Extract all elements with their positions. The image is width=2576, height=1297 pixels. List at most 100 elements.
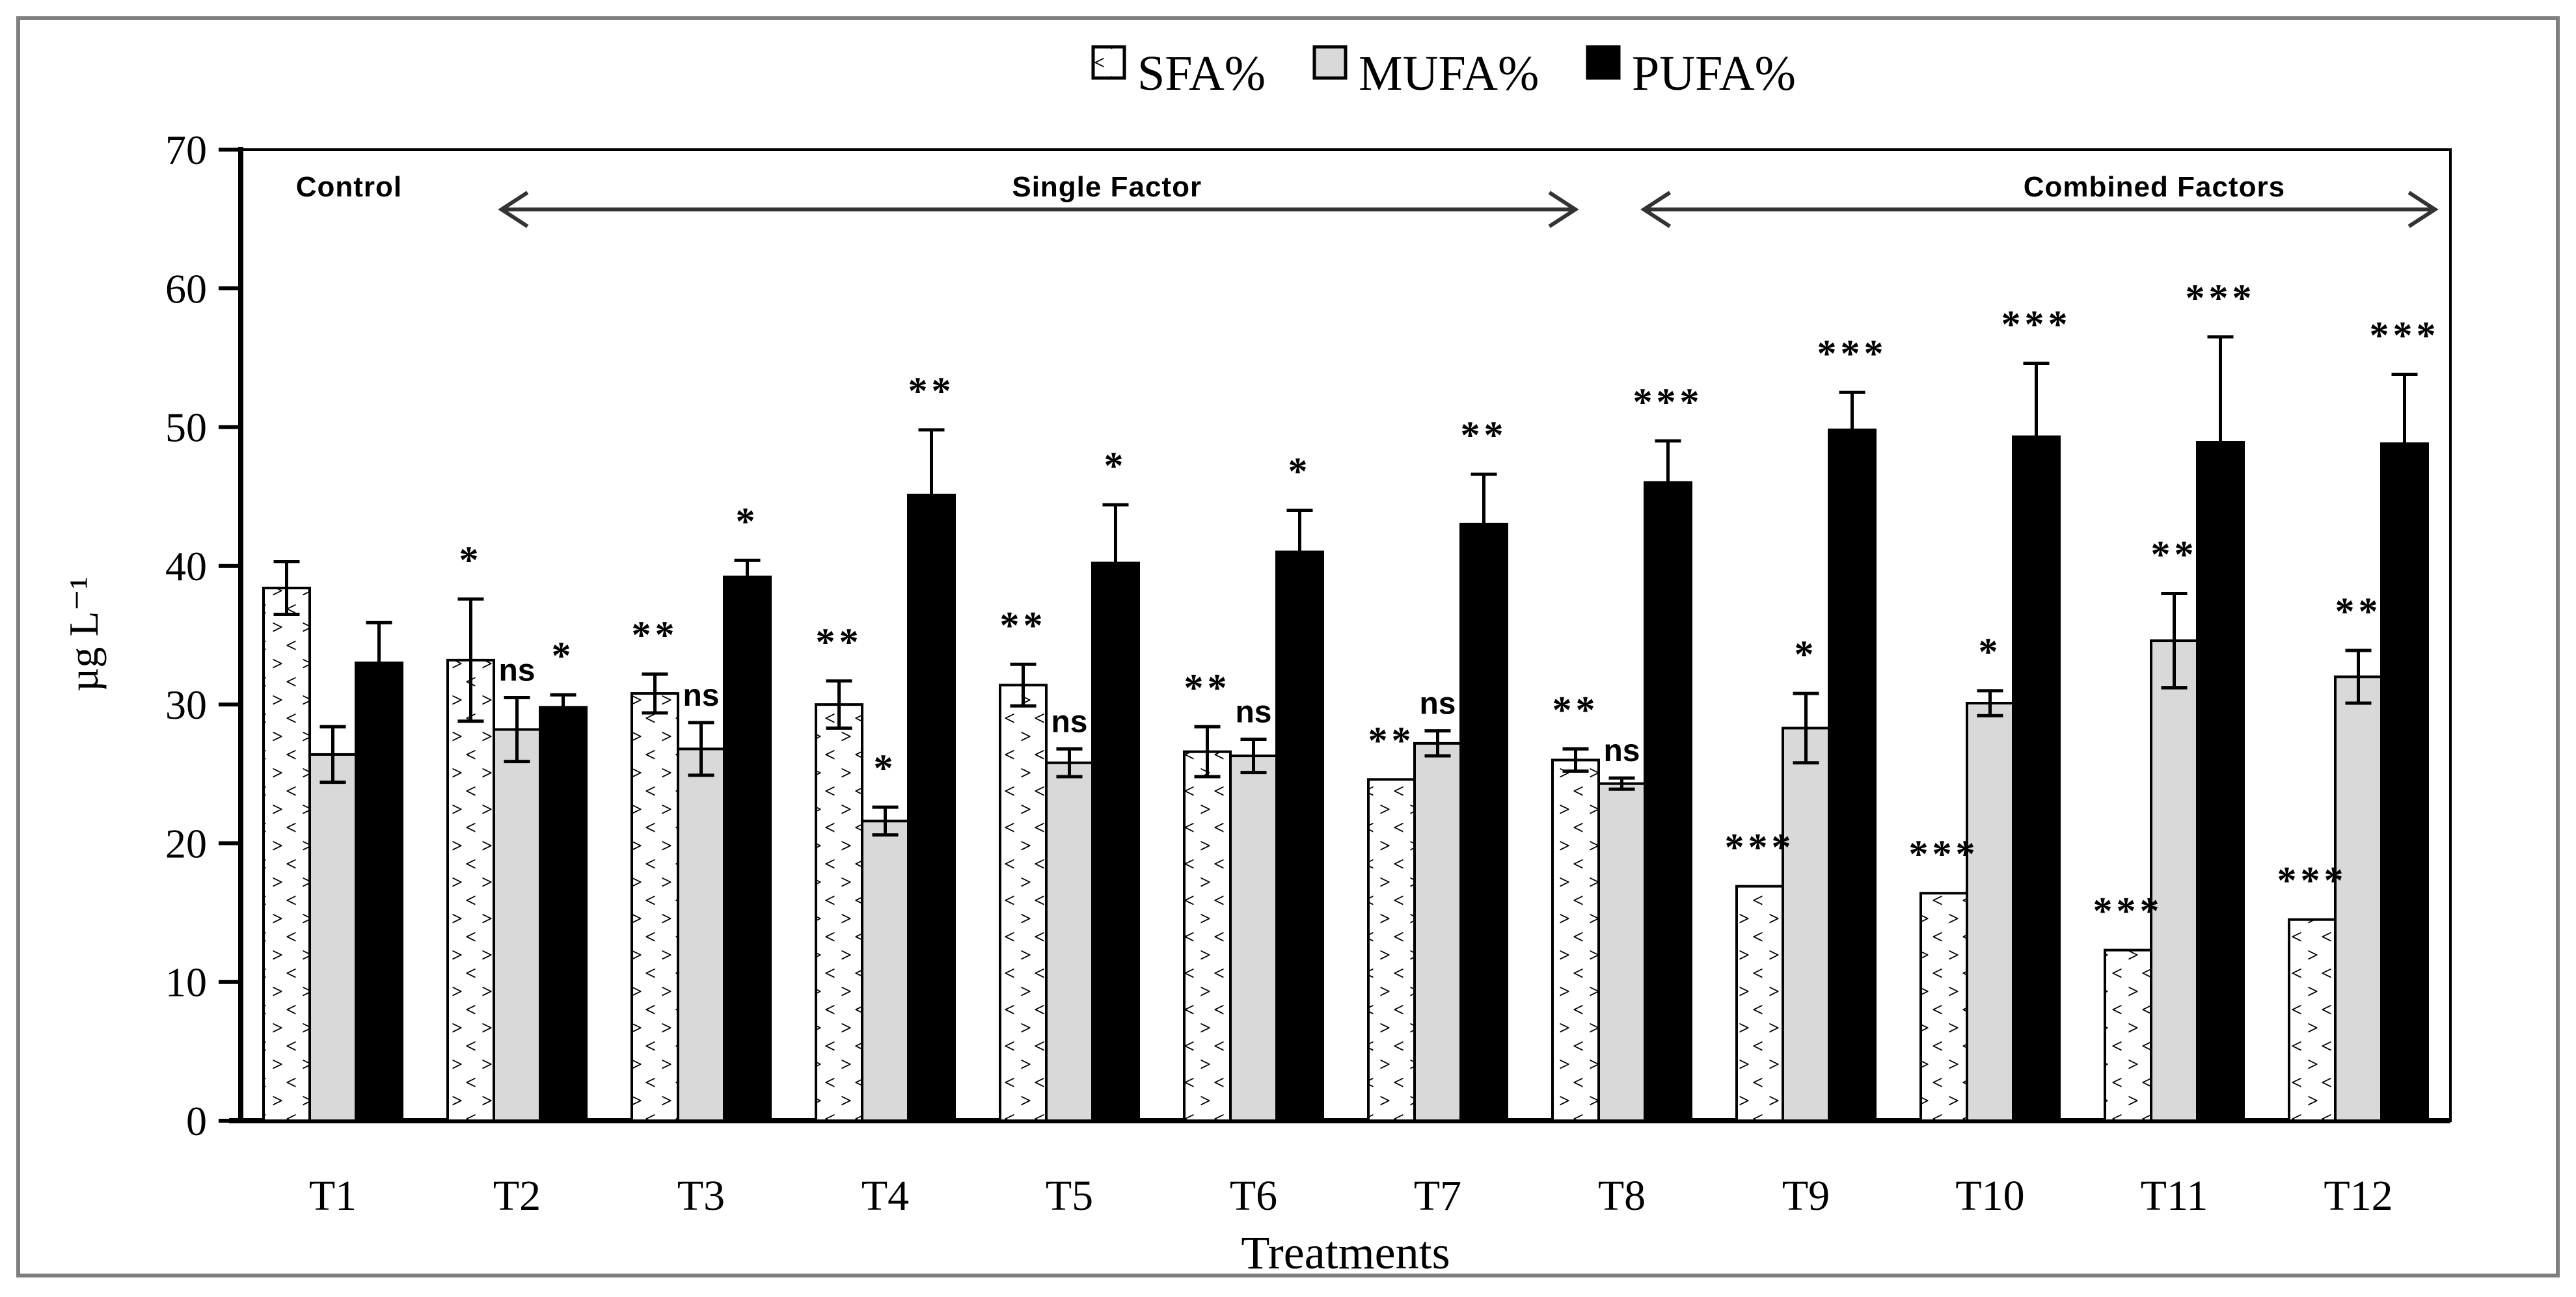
x-axis-title: Treatments bbox=[1241, 1227, 1450, 1279]
bar-pufa-T12 bbox=[2380, 442, 2429, 1122]
bar-sfa-T3 bbox=[630, 692, 679, 1122]
category-label: T11 bbox=[2141, 1172, 2208, 1220]
y-tick-label: 0 bbox=[186, 1098, 207, 1144]
bar-pufa-T3 bbox=[723, 575, 772, 1122]
annotation-single-factor-label: Single Factor bbox=[1012, 171, 1202, 203]
bar-pufa-T5 bbox=[1091, 561, 1140, 1122]
category-label: T7 bbox=[1414, 1172, 1461, 1220]
sig-marker-stars: *** bbox=[2186, 276, 2256, 319]
bar-pufa-T9 bbox=[1828, 428, 1877, 1122]
bar-pufa-T1 bbox=[355, 662, 403, 1122]
sig-marker-stars: ** bbox=[816, 621, 863, 663]
error-bars-layer bbox=[273, 335, 2418, 837]
legend-label-mufa: MUFA% bbox=[1359, 46, 1539, 101]
y-tick-label: 30 bbox=[165, 682, 207, 728]
bar-mufa-T5 bbox=[1045, 761, 1094, 1123]
y-tick-label: 60 bbox=[165, 265, 207, 312]
y-tick-label: 50 bbox=[165, 405, 207, 451]
single-factor-arrow-left-head bbox=[498, 191, 529, 228]
y-axis-title: µg L⁻¹ bbox=[61, 577, 107, 692]
annotation-combined-factors-label: Combined Factors bbox=[2024, 171, 2285, 203]
sig-marker-stars: * bbox=[1979, 630, 2002, 673]
bar-pufa-T2 bbox=[539, 706, 588, 1122]
sig-marker-stars: *** bbox=[2093, 890, 2163, 933]
bar-sfa-T10 bbox=[1919, 892, 1968, 1122]
significance-markers-layer: *ns * **ns********ns***ns***ns****ns******… bbox=[459, 276, 2440, 933]
sig-marker-stars: *** bbox=[1725, 826, 1795, 869]
category-label: T3 bbox=[677, 1172, 725, 1220]
legend-label-pufa: PUFA% bbox=[1632, 46, 1796, 101]
bar-sfa-T2 bbox=[446, 658, 495, 1122]
legend-swatch-pufa bbox=[1586, 45, 1621, 80]
bar-pufa-T4 bbox=[907, 494, 956, 1122]
sig-marker-stars: * bbox=[1288, 450, 1312, 493]
bars-layer bbox=[262, 428, 2429, 1123]
sig-marker-stars: *** bbox=[2277, 859, 2348, 902]
bar-pufa-T7 bbox=[1459, 522, 1508, 1122]
sig-marker-stars: *** bbox=[1633, 381, 1703, 423]
category-label: T4 bbox=[861, 1172, 909, 1220]
sig-marker-stars: * bbox=[1104, 444, 1128, 487]
bar-mufa-T12 bbox=[2334, 675, 2383, 1122]
bar-sfa-T4 bbox=[815, 703, 863, 1122]
bar-sfa-T5 bbox=[999, 684, 1048, 1122]
sig-marker-stars: ** bbox=[908, 369, 955, 412]
sig-marker-stars: *** bbox=[1909, 833, 1979, 876]
sig-marker-ns: ns bbox=[1419, 687, 1456, 721]
sig-marker-stars: * bbox=[874, 747, 897, 790]
sig-marker-stars: ** bbox=[1000, 604, 1047, 647]
category-label: T9 bbox=[1782, 1172, 1830, 1220]
bar-pufa-T6 bbox=[1275, 550, 1324, 1122]
sig-marker-stars: ** bbox=[1552, 688, 1599, 731]
sig-marker-ns: ns bbox=[1235, 695, 1271, 729]
bar-mufa-T1 bbox=[308, 753, 357, 1122]
bar-sfa-T12 bbox=[2288, 918, 2337, 1122]
sig-marker-stars: *** bbox=[1817, 332, 1888, 375]
y-tick-label: 40 bbox=[165, 543, 207, 589]
sig-marker-stars: * bbox=[552, 634, 575, 677]
bar-mufa-T2 bbox=[493, 728, 541, 1122]
bar-mufa-T7 bbox=[1413, 742, 1462, 1123]
bar-mufa-T11 bbox=[2150, 639, 2199, 1122]
bar-sfa-T8 bbox=[1551, 758, 1600, 1122]
sig-marker-stars: *** bbox=[2370, 314, 2440, 357]
bar-mufa-T10 bbox=[1966, 702, 2014, 1122]
bar-mufa-T3 bbox=[677, 747, 725, 1122]
category-label: T5 bbox=[1046, 1172, 1093, 1220]
bar-pufa-T8 bbox=[1644, 481, 1692, 1122]
sig-marker-stars: ** bbox=[2335, 590, 2382, 633]
legend-swatch-mufa bbox=[1312, 45, 1348, 80]
group-annotations-layer bbox=[498, 191, 2439, 228]
single-factor-arrow-right-head bbox=[1548, 191, 1579, 228]
plot-frame bbox=[229, 147, 2452, 1123]
category-label: T10 bbox=[1955, 1172, 2024, 1220]
sig-marker-stars: * bbox=[736, 500, 759, 542]
legend-label-sfa: SFA% bbox=[1137, 46, 1266, 101]
sig-marker-ns: ns bbox=[498, 653, 535, 688]
bar-mufa-T6 bbox=[1229, 755, 1278, 1122]
bar-sfa-T9 bbox=[1735, 885, 1784, 1122]
y-tick-label: 70 bbox=[165, 127, 207, 173]
legend: SFA% MUFA% PUFA% bbox=[1091, 45, 1796, 101]
sig-marker-stars: ** bbox=[1461, 414, 1508, 457]
category-label: T8 bbox=[1598, 1172, 1646, 1220]
y-ticks-layer: 0 10 20 30 40 50 60 70 bbox=[165, 127, 241, 1144]
sig-marker-stars: ** bbox=[1184, 666, 1231, 709]
legend-swatch-sfa bbox=[1091, 45, 1126, 80]
combined-factors-arrow-right-head bbox=[2407, 191, 2439, 228]
sig-marker-stars: * bbox=[459, 539, 483, 582]
bar-mufa-T4 bbox=[861, 820, 910, 1122]
bar-sfa-T6 bbox=[1183, 750, 1232, 1123]
sig-marker-stars: * bbox=[1795, 633, 1818, 676]
y-tick-label: 20 bbox=[165, 820, 207, 866]
sig-marker-stars: *** bbox=[2001, 302, 2072, 345]
annotation-control-label: Control bbox=[296, 171, 402, 203]
bar-pufa-T10 bbox=[2012, 435, 2061, 1122]
bar-sfa-T1 bbox=[262, 586, 311, 1122]
category-labels-layer: T1 T2 T3 T4 T5 T6 T7 T8 T9 T10 T11 T12 bbox=[309, 1172, 2393, 1220]
combined-factors-arrow-left-head bbox=[1640, 191, 1672, 228]
sig-marker-ns: ns bbox=[1051, 704, 1087, 739]
category-label: T2 bbox=[493, 1172, 541, 1220]
category-label: T12 bbox=[2324, 1172, 2393, 1220]
